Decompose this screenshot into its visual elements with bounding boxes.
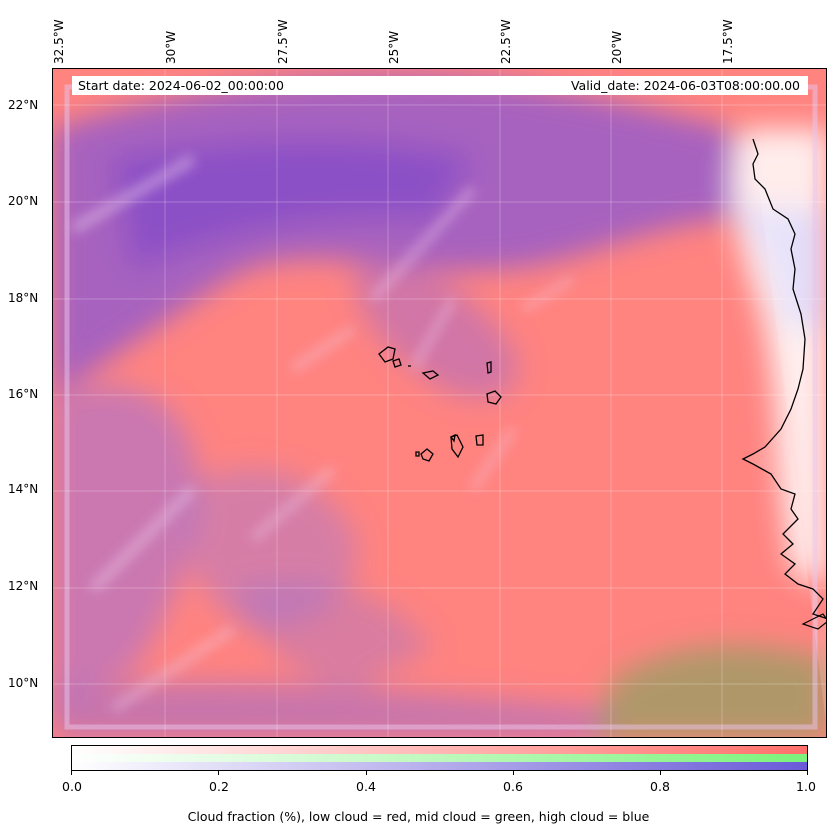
island-santiago <box>450 434 464 459</box>
colorbar-tick <box>807 771 808 775</box>
lat-label-14n: 14°N <box>8 482 39 496</box>
island-maio <box>475 434 484 446</box>
valid-date-label: Valid_date: 2024-06-03T08:00:00.00 <box>570 78 800 93</box>
lat-label-12n: 12°N <box>8 579 39 593</box>
colorbar-label-1: 1.0 <box>796 779 816 794</box>
high-cloud-field <box>53 76 826 737</box>
island-sao-nicolau <box>421 370 440 380</box>
coast-inlet <box>801 613 826 630</box>
island-sal <box>486 361 492 374</box>
lon-label-27-5w: 27.5°W <box>276 19 290 64</box>
lon-label-20w: 20°W <box>610 30 624 64</box>
island-sao-vicente <box>392 358 402 368</box>
africa-coastline <box>741 138 826 723</box>
colorbar-tick <box>218 771 219 775</box>
colorbar-tick <box>71 771 72 775</box>
colorbar-tick <box>366 771 367 775</box>
cape-verde-islands <box>378 346 502 462</box>
lon-label-17-5w: 17.5°W <box>721 19 735 64</box>
start-date-label: Start date: 2024-06-02_00:00:00 <box>78 78 284 93</box>
lon-label-22-5w: 22.5°W <box>499 19 513 64</box>
cloud-fraction-map <box>52 68 827 738</box>
lon-label-25w: 25°W <box>387 30 401 64</box>
colorbar-title: Cloud fraction (%), low cloud = red, mid… <box>187 809 650 824</box>
colorbar-high-cloud <box>72 762 807 770</box>
gridlines <box>53 69 826 737</box>
colorbar <box>71 745 808 771</box>
colorbar-label-0-2: 0.2 <box>209 779 229 794</box>
lat-label-18n: 18°N <box>8 291 39 305</box>
lon-label-30w: 30°W <box>164 30 178 64</box>
lat-label-22n: 22°N <box>8 98 39 112</box>
cloud-streaks <box>70 154 575 713</box>
colorbar-label-0-4: 0.4 <box>356 779 376 794</box>
island-fogo <box>420 448 434 462</box>
map-canvas <box>53 69 826 737</box>
lat-label-10n: 10°N <box>8 676 39 690</box>
colorbar-tick <box>660 771 661 775</box>
colorbar-tick <box>513 771 514 775</box>
island-boa-vista <box>486 390 502 405</box>
island-brava-2 <box>415 451 420 457</box>
island-santo-antao <box>378 346 396 363</box>
colorbar-label-0-6: 0.6 <box>503 779 523 794</box>
colorbar-label-0-8: 0.8 <box>650 779 670 794</box>
lat-label-20n: 20°N <box>8 194 39 208</box>
date-banner: Start date: 2024-06-02_00:00:00 Valid_da… <box>72 76 808 95</box>
lat-label-16n: 16°N <box>8 387 39 401</box>
colorbar-label-0: 0.0 <box>62 779 82 794</box>
lon-label-32-5w: 32.5°W <box>52 19 66 64</box>
